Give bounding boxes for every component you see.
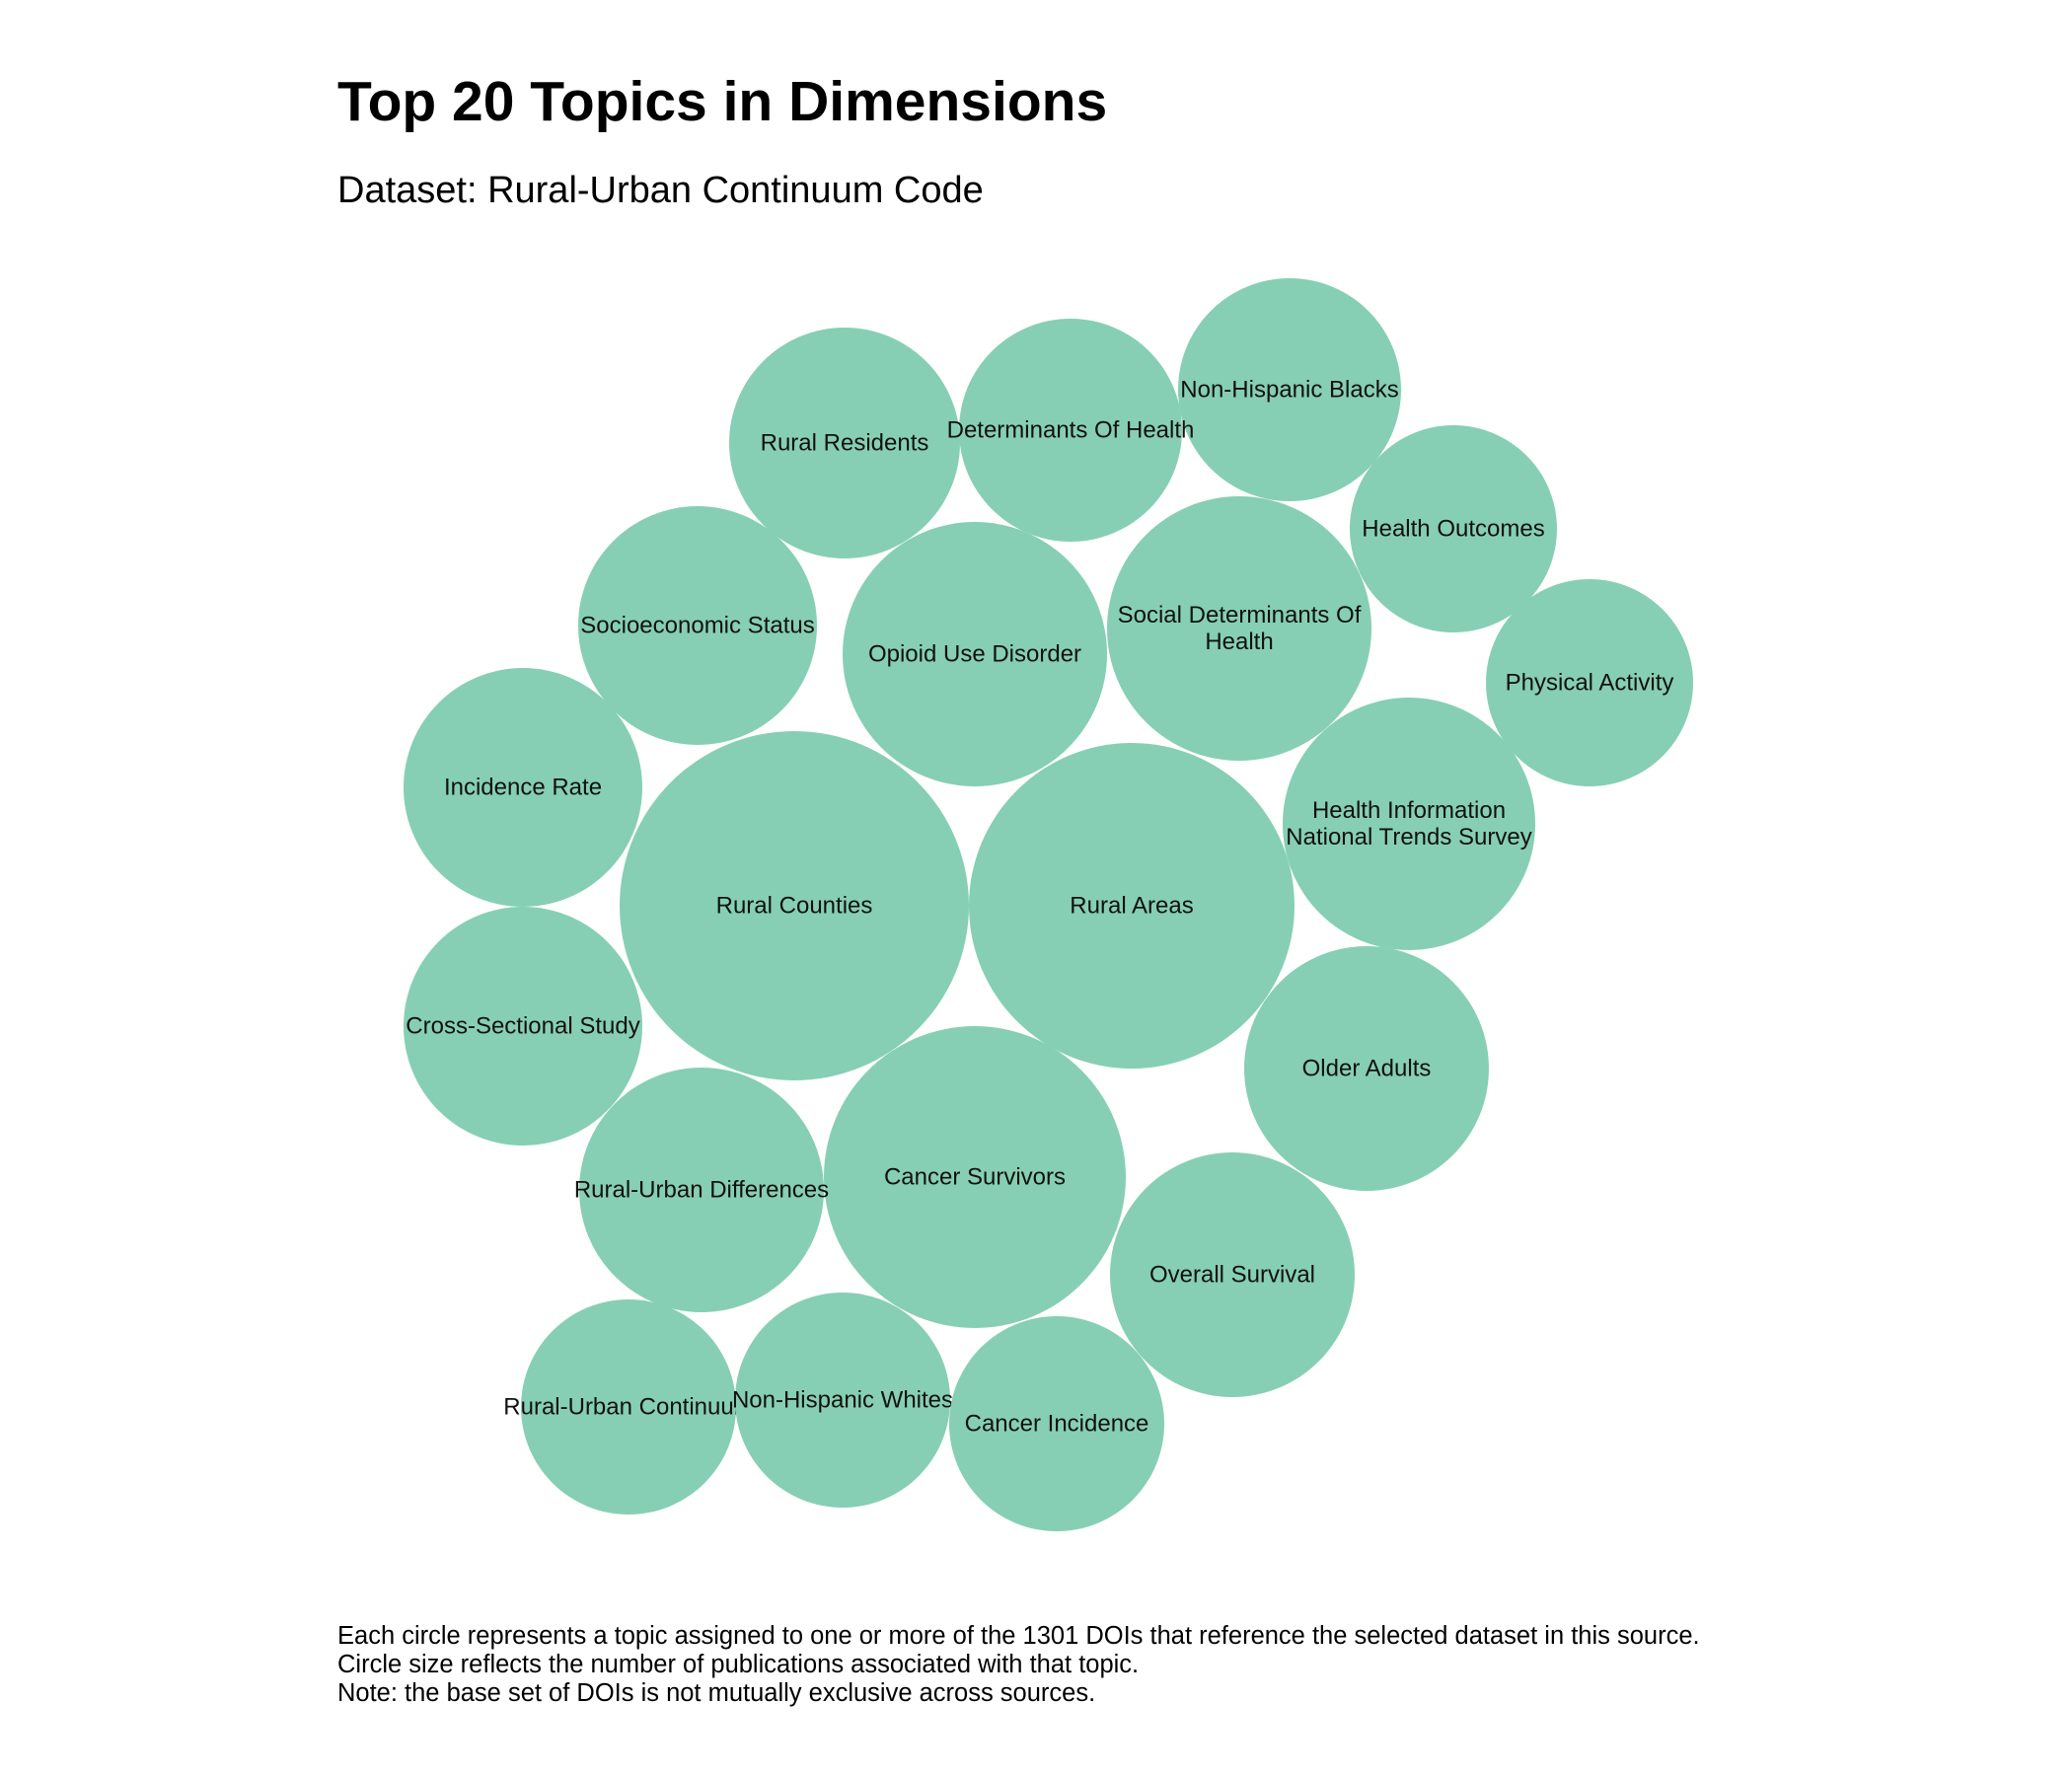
bubble-circle [579, 1068, 824, 1312]
bubble-label: Cross-Sectional Study [406, 1013, 639, 1040]
bubble-older-adults: Older Adults [1244, 946, 1489, 1191]
bubble-label: Health Information [1312, 797, 1506, 824]
chart-subtitle: Dataset: Rural-Urban Continuum Code [337, 170, 984, 211]
bubble-label: Older Adults [1302, 1056, 1432, 1082]
bubble-circle [578, 506, 817, 745]
bubble-label: Non-Hispanic Whites [732, 1387, 953, 1414]
bubble-incidence-rate: Incidence Rate [404, 668, 642, 907]
caption-line-3: Note: the base set of DOIs is not mutual… [337, 1679, 1096, 1707]
bubble-non-hispanic-whites: Non-Hispanic Whites [732, 1293, 953, 1508]
bubble-label: Physical Activity [1506, 670, 1674, 697]
bubble-circle [824, 1026, 1126, 1328]
bubble-label: Rural Residents [761, 430, 929, 457]
bubble-label: Cancer Incidence [965, 1411, 1149, 1438]
bubble-circle [1178, 278, 1401, 501]
bubble-circle [1283, 698, 1535, 950]
bubble-opioid-use-disorder: Opioid Use Disorder [843, 522, 1107, 786]
bubble-circle [1110, 1152, 1355, 1397]
bubble-label: Opioid Use Disorder [868, 641, 1081, 668]
bubble-rural-areas: Rural Areas [969, 743, 1295, 1069]
caption-line-1: Each circle represents a topic assigned … [337, 1622, 1700, 1650]
bubble-circle [969, 743, 1295, 1069]
bubble-label: Determinants Of Health [947, 417, 1195, 444]
bubble-rural-urban-differences: Rural-Urban Differences [574, 1068, 829, 1312]
bubble-non-hispanic-blacks: Non-Hispanic Blacks [1178, 278, 1401, 501]
bubble-rural-counties: Rural Counties [620, 731, 969, 1080]
bubble-circle [521, 1299, 736, 1515]
bubble-socioeconomic-status: Socioeconomic Status [578, 506, 817, 745]
bubble-label: Health Outcomes [1362, 516, 1544, 543]
bubble-label: Health [1205, 629, 1273, 655]
chart-caption: Each circle represents a topic assigned … [337, 1622, 1700, 1708]
bubble-circle [620, 731, 969, 1080]
bubble-circle [729, 328, 960, 558]
bubble-circle [1107, 496, 1371, 761]
bubble-circle [949, 1316, 1164, 1531]
bubble-label: Cancer Survivors [884, 1164, 1066, 1191]
bubble-label: Rural-Urban Continuum [503, 1394, 753, 1421]
bubble-label: Rural Counties [716, 893, 873, 920]
bubble-cancer-incidence: Cancer Incidence [949, 1316, 1164, 1531]
bubble-label: National Trends Survey [1286, 824, 1531, 851]
bubble-circle [1244, 946, 1489, 1191]
bubble-health-outcomes: Health Outcomes [1350, 425, 1557, 632]
caption-line-2: Circle size reflects the number of publi… [337, 1651, 1140, 1678]
bubble-determinants-of-health: Determinants Of Health [947, 319, 1195, 542]
bubble-label: Socioeconomic Status [580, 613, 814, 639]
bubble-label: Overall Survival [1149, 1262, 1315, 1289]
chart-title: Top 20 Topics in Dimensions [337, 70, 1108, 133]
bubble-circle [959, 319, 1182, 542]
bubble-label: Non-Hispanic Blacks [1180, 377, 1398, 404]
bubble-rural-residents: Rural Residents [729, 328, 960, 558]
bubble-physical-activity: Physical Activity [1486, 579, 1693, 786]
bubble-circle [735, 1293, 950, 1508]
bubble-label: Incidence Rate [444, 775, 602, 801]
bubble-label: Social Determinants Of [1118, 602, 1362, 629]
bubble-circle [1350, 425, 1557, 632]
bubble-rural-urban-continuum: Rural-Urban Continuum [503, 1299, 754, 1515]
bubble-overall-survival: Overall Survival [1110, 1152, 1355, 1397]
bubble-circle [843, 522, 1107, 786]
bubble-circle [404, 668, 642, 907]
bubble-label: Rural Areas [1070, 893, 1193, 920]
bubble-label: Rural-Urban Differences [574, 1177, 829, 1204]
bubble-cancer-survivors: Cancer Survivors [824, 1026, 1126, 1328]
bubble-circle [1486, 579, 1693, 786]
bubble-cross-sectional-study: Cross-Sectional Study [404, 907, 642, 1146]
bubble-circle [404, 907, 642, 1146]
